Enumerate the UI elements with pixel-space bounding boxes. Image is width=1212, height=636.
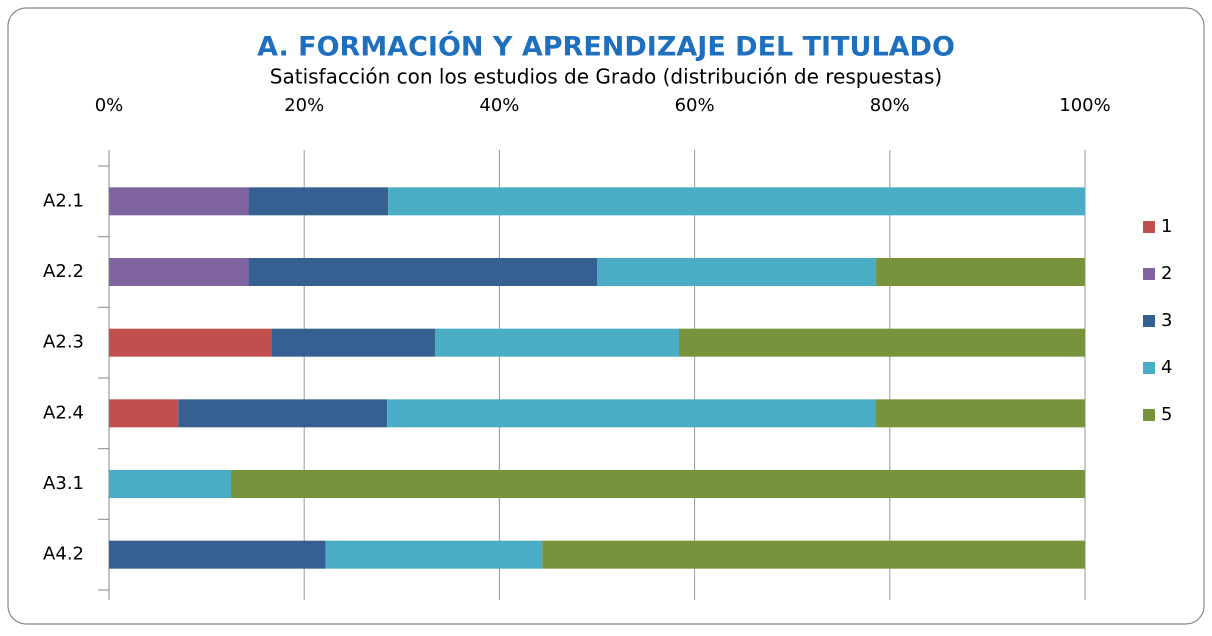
bar-segment — [271, 328, 435, 357]
bar-segment — [388, 187, 1085, 216]
y-tick-label: A2.4 — [43, 402, 84, 423]
bar-segment — [387, 399, 876, 428]
bar-segment — [109, 540, 326, 569]
bar-segment — [542, 540, 1085, 569]
bar-segment — [231, 470, 1085, 498]
x-tick-label: 60% — [675, 95, 715, 116]
chart-border — [7, 7, 1205, 625]
legend-label: 4 — [1161, 357, 1172, 378]
bar-segment — [109, 470, 231, 498]
bar-segment — [875, 399, 1085, 428]
bar-segment — [178, 399, 388, 428]
bar-segment — [109, 399, 179, 428]
bar-segment — [109, 187, 249, 216]
bar-segment — [109, 328, 272, 357]
bar-segment — [248, 187, 389, 216]
legend-swatch — [1143, 268, 1155, 280]
legend-swatch — [1143, 315, 1155, 327]
legend-swatch — [1143, 362, 1155, 374]
x-tick-label: 80% — [870, 95, 910, 116]
y-tick-label: A3.1 — [43, 473, 84, 494]
x-tick-label: 40% — [479, 95, 519, 116]
bar-segment — [434, 328, 679, 357]
bar-segment — [876, 258, 1085, 286]
legend-label: 2 — [1161, 263, 1172, 284]
y-tick-label: A2.2 — [43, 261, 84, 282]
x-tick-label: 20% — [284, 95, 324, 116]
legend-swatch — [1143, 409, 1155, 421]
legend-label: 1 — [1161, 216, 1172, 237]
y-tick-label: A2.1 — [43, 190, 84, 211]
x-tick-label: 0% — [95, 95, 124, 116]
x-tick-label: 100% — [1059, 95, 1110, 116]
legend-label: 5 — [1161, 404, 1172, 425]
legend-label: 3 — [1161, 310, 1172, 331]
bar-segment — [678, 328, 1085, 357]
chart-subtitle: Satisfacción con los estudios de Grado (… — [270, 65, 942, 89]
bar-segment — [248, 258, 597, 286]
bar-segment — [325, 540, 543, 569]
legend-swatch — [1143, 221, 1155, 233]
bar-segment — [109, 258, 249, 286]
bar-segment — [597, 258, 877, 286]
y-tick-label: A4.2 — [43, 544, 84, 565]
chart-title: A. FORMACIÓN Y APRENDIZAJE DEL TITULADO — [257, 31, 955, 63]
y-tick-label: A2.3 — [43, 332, 84, 353]
